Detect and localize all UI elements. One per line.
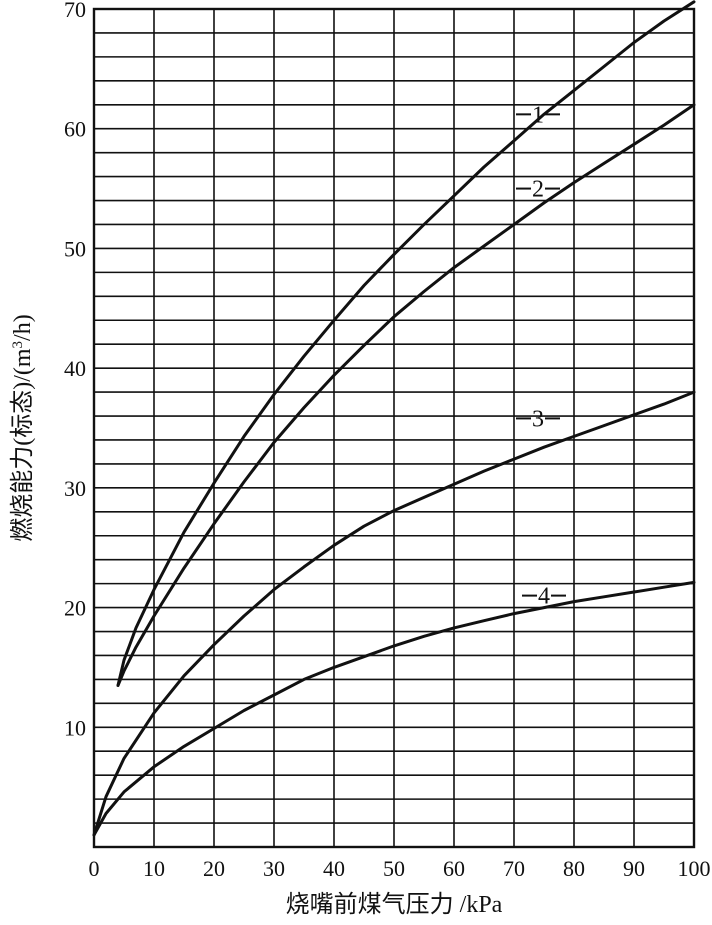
y-axis-title-superscript: 3 — [10, 341, 26, 349]
x-tick-labels: 0 10 20 30 40 50 60 70 80 90 100 — [89, 856, 711, 881]
y-axis-title-main: 燃烧能力(标态)/(m — [9, 348, 36, 542]
series-line-2 — [116, 103, 696, 687]
curve-label-3: 3 — [532, 406, 544, 432]
series-line-4 — [92, 580, 696, 837]
curve-label-2: 2 — [532, 177, 544, 203]
series-group — [92, 0, 696, 837]
y-tick-labels: 10 20 30 40 50 60 70 — [64, 0, 86, 740]
y-axis-title: 燃烧能力(标态)/(m3/h) — [9, 314, 36, 541]
x-tick-label: 70 — [503, 856, 525, 881]
curve-labels: 1 2 3 4 — [516, 102, 566, 610]
curve-label-1: 1 — [532, 102, 544, 128]
x-tick-label: 100 — [678, 856, 711, 881]
x-tick-label: 90 — [623, 856, 645, 881]
y-tick-label: 20 — [64, 596, 86, 621]
series-line-1 — [116, 0, 696, 687]
x-axis-title: 烧嘴前煤气压力 /kPa — [286, 891, 503, 918]
y-tick-label: 70 — [64, 0, 86, 22]
x-tick-label: 10 — [143, 856, 165, 881]
y-tick-label: 10 — [64, 715, 86, 740]
grid — [94, 9, 694, 847]
x-tick-label: 60 — [443, 856, 465, 881]
x-tick-label: 50 — [383, 856, 405, 881]
y-tick-label: 60 — [64, 117, 86, 142]
y-tick-label: 30 — [64, 476, 86, 501]
x-tick-label: 80 — [563, 856, 585, 881]
x-tick-label: 40 — [323, 856, 345, 881]
y-tick-label: 40 — [64, 356, 86, 381]
curve-label-4: 4 — [538, 584, 550, 610]
y-axis-title-tail: /h) — [10, 314, 36, 341]
x-tick-label: 30 — [263, 856, 285, 881]
x-tick-label: 0 — [89, 856, 100, 881]
series-line-3 — [92, 390, 696, 837]
plot-frame — [92, 7, 696, 849]
y-tick-label: 50 — [64, 236, 86, 261]
x-tick-label: 20 — [203, 856, 225, 881]
